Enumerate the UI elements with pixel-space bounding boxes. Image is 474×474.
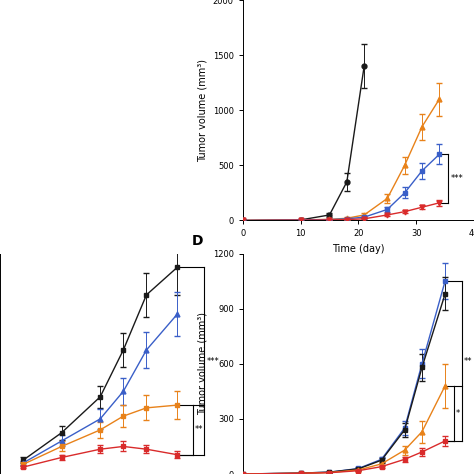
X-axis label: Time (day): Time (day) bbox=[332, 244, 384, 254]
Text: ***: *** bbox=[451, 174, 464, 183]
Text: D: D bbox=[192, 234, 203, 248]
Text: **: ** bbox=[195, 425, 203, 434]
Text: ***: *** bbox=[207, 356, 219, 365]
Text: *: * bbox=[456, 409, 460, 418]
Text: **: ** bbox=[464, 356, 473, 365]
Y-axis label: Tumor volume (mm³): Tumor volume (mm³) bbox=[197, 312, 207, 415]
Y-axis label: Tumor volume (mm³): Tumor volume (mm³) bbox=[197, 59, 207, 162]
